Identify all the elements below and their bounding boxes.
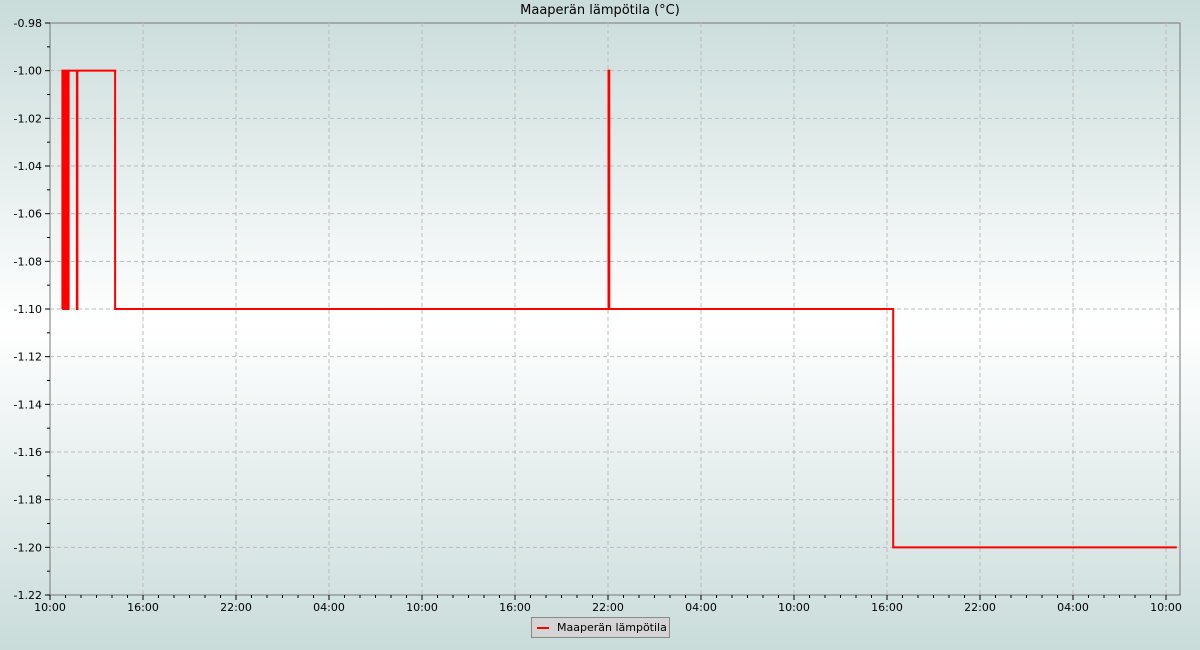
x-tick-label: 16:00 <box>871 601 903 614</box>
legend-swatch <box>537 626 549 629</box>
x-tick-label: 22:00 <box>592 601 624 614</box>
legend-label: Maaperän lämpötila <box>557 621 667 634</box>
x-tick-label: 16:00 <box>127 601 159 614</box>
chart-title: Maaperän lämpötila (°C) <box>520 3 680 18</box>
y-tick-label: -1.16 <box>14 446 42 459</box>
x-tick-label: 10:00 <box>34 601 66 614</box>
x-tick-label: 10:00 <box>1150 601 1182 614</box>
x-tick-label: 10:00 <box>778 601 810 614</box>
legend[interactable]: Maaperän lämpötila <box>531 617 670 638</box>
x-tick-label: 16:00 <box>499 601 531 614</box>
x-tick-label: 04:00 <box>313 601 345 614</box>
y-tick-label: -1.18 <box>14 494 42 507</box>
y-tick-label: -1.20 <box>14 541 42 554</box>
y-tick-label: -1.06 <box>14 208 42 221</box>
y-tick-label: -1.02 <box>14 112 42 125</box>
y-tick-label: -1.10 <box>14 303 42 316</box>
y-tick-label: -1.22 <box>14 589 42 602</box>
x-tick-label: 04:00 <box>1057 601 1089 614</box>
y-tick-label: -1.04 <box>14 160 42 173</box>
x-tick-label: 10:00 <box>406 601 438 614</box>
y-tick-label: -1.14 <box>14 398 42 411</box>
y-tick-label: -1.00 <box>14 65 42 78</box>
y-tick-label: -1.08 <box>14 255 42 268</box>
y-tick-label: -1.12 <box>14 351 42 364</box>
y-tick-label: -0.98 <box>14 17 42 30</box>
x-tick-label: 22:00 <box>964 601 996 614</box>
x-tick-label: 04:00 <box>685 601 717 614</box>
series-line <box>61 69 1177 549</box>
x-tick-label: 22:00 <box>220 601 252 614</box>
